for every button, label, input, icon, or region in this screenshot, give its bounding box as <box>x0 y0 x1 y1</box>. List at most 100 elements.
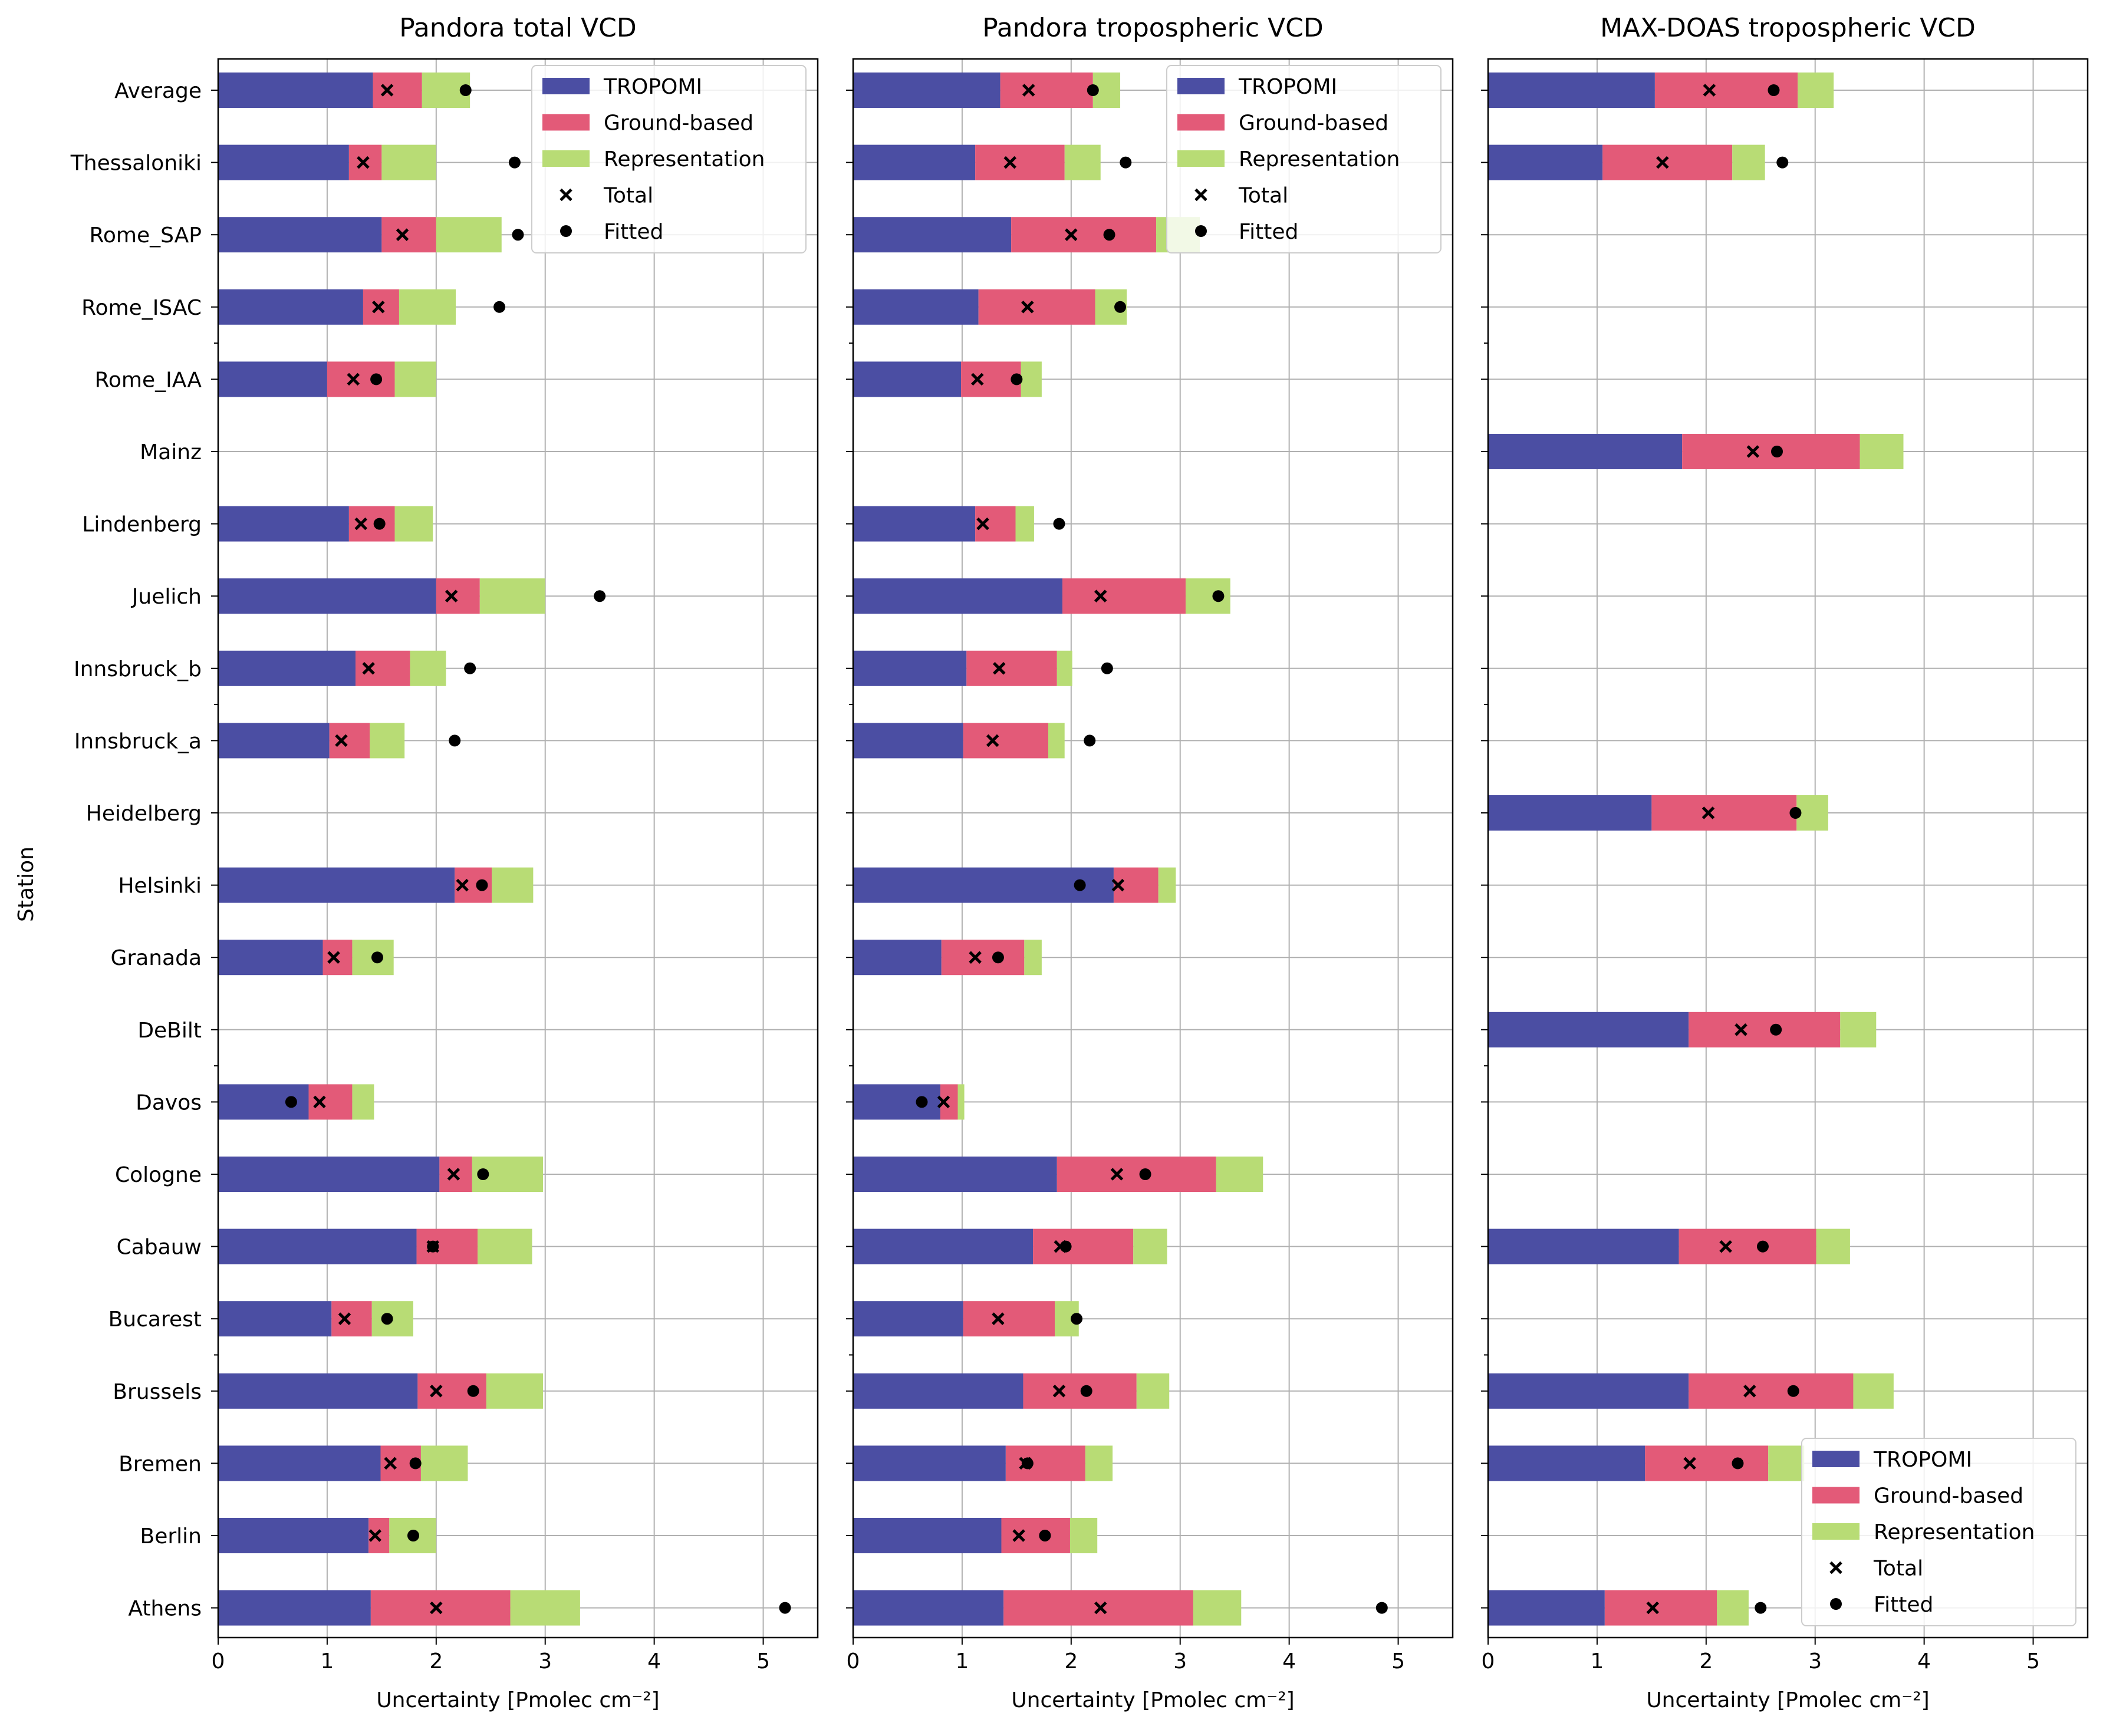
bar-ground-based <box>963 723 1048 759</box>
y-tick-label: Rome_ISAC <box>81 296 202 320</box>
marker-total <box>1746 445 1760 458</box>
y-tick-label: Juelich <box>131 585 202 609</box>
bar-tropomi <box>218 217 382 253</box>
marker-fitted <box>1776 156 1789 169</box>
legend-label: Ground-based <box>1874 1484 2023 1508</box>
marker-fitted <box>409 1457 422 1470</box>
bar-ground-based <box>1602 144 1733 180</box>
bar-representation <box>1840 1012 1877 1047</box>
marker-total <box>354 517 367 531</box>
bar-representation <box>399 289 456 325</box>
y-tick-label: Rome_SAP <box>90 223 202 248</box>
marker-fitted <box>407 1530 419 1541</box>
marker-total <box>1703 84 1716 97</box>
marker-fitted <box>1770 1023 1782 1036</box>
marker-total <box>396 228 409 241</box>
y-tick-label: Brussels <box>113 1380 202 1404</box>
marker-fitted <box>512 229 524 241</box>
bar-tropomi <box>1488 1012 1689 1047</box>
bar-ground-based <box>373 73 422 108</box>
bar-ground-based <box>1604 1590 1717 1626</box>
bar-representation <box>1717 1590 1749 1626</box>
marker-total <box>1021 301 1034 314</box>
legend-frame <box>531 65 807 253</box>
y-tick-label: Cabauw <box>117 1236 202 1260</box>
marker-total <box>372 301 385 314</box>
marker-fitted <box>381 1313 393 1325</box>
marker-fitted <box>477 1168 489 1180</box>
bar-tropomi <box>1488 1590 1605 1626</box>
x-tick-label: 0 <box>212 1649 225 1674</box>
marker-fitted <box>1059 1240 1072 1253</box>
bar-tropomi <box>1488 434 1683 469</box>
marker-total <box>976 517 989 531</box>
bar-representation <box>486 1373 544 1409</box>
legend-label: Ground-based <box>604 111 753 136</box>
legend-label: Representation <box>1874 1520 2035 1544</box>
bar-tropomi <box>218 1228 417 1264</box>
marker-fitted <box>1789 807 1802 819</box>
bar-tropomi <box>853 1228 1034 1264</box>
marker-total <box>430 1601 443 1615</box>
y-tick-label: Athens <box>128 1597 202 1621</box>
x-axis-label: Uncertainty [Pmolec cm⁻²] <box>1011 1688 1294 1712</box>
bar-tropomi <box>853 289 979 325</box>
y-tick-label: Bucarest <box>108 1307 202 1332</box>
bar-ground-based <box>329 723 370 759</box>
bar-representation <box>1796 795 1828 831</box>
bar-tropomi <box>218 723 330 759</box>
panel-title: MAX-DOAS tropospheric VCD <box>1600 13 1976 43</box>
bar-ground-based <box>966 650 1057 686</box>
marker-total <box>1012 1529 1025 1542</box>
bar-ground-based <box>1011 217 1157 253</box>
marker-total <box>368 1529 382 1542</box>
legend-swatch <box>542 150 590 167</box>
bar-tropomi <box>1488 1373 1689 1409</box>
legend-swatch <box>1177 150 1225 167</box>
bar-tropomi <box>853 144 976 180</box>
x-tick-label: 4 <box>1917 1649 1931 1674</box>
bar-ground-based <box>1651 795 1797 831</box>
bar-tropomi <box>218 1445 381 1481</box>
marker-total <box>1646 1601 1659 1615</box>
bar-ground-based <box>1679 1228 1816 1264</box>
marker-total <box>971 373 984 386</box>
bar-representation <box>1064 144 1101 180</box>
y-tick-label: Heidelberg <box>86 802 202 826</box>
marker-fitted <box>1021 1457 1034 1470</box>
bar-ground-based <box>436 578 480 614</box>
marker-fitted <box>1101 662 1113 674</box>
bar-tropomi <box>218 1157 440 1192</box>
marker-fitted <box>1074 879 1086 891</box>
bar-representation <box>352 1084 374 1120</box>
panel-title: Pandora tropospheric VCD <box>982 13 1323 43</box>
bar-representation <box>510 1590 580 1626</box>
bar-ground-based <box>363 289 399 325</box>
legend-label: Total <box>603 184 653 208</box>
marker-fitted <box>449 734 461 747</box>
marker-total <box>1022 84 1035 97</box>
y-tick-label: Berlin <box>140 1524 202 1549</box>
x-tick-label: 4 <box>647 1649 661 1674</box>
marker-total <box>992 1312 1005 1325</box>
marker-fitted <box>493 301 506 313</box>
x-tick-label: 0 <box>847 1649 860 1674</box>
legend-frame <box>1801 1438 2076 1626</box>
bar-tropomi <box>853 217 1012 253</box>
marker-fitted <box>459 84 472 96</box>
bar-ground-based <box>941 940 1025 976</box>
bar-ground-based <box>975 144 1065 180</box>
marker-fitted <box>1071 1313 1083 1325</box>
marker-fitted <box>285 1096 297 1108</box>
legend-label: Fitted <box>1874 1593 1933 1617</box>
bar-representation <box>1768 1445 1805 1481</box>
bar-representation <box>478 1228 532 1264</box>
marker-fitted <box>1756 1240 1769 1253</box>
marker-fitted <box>1755 1602 1767 1614</box>
legend: TROPOMI Ground-based Representation Total Fi… <box>1166 65 1442 253</box>
bar-ground-based <box>1062 578 1186 614</box>
bar-representation <box>1069 1518 1098 1553</box>
legend-label: Representation <box>1239 147 1400 172</box>
bar-representation <box>1798 73 1834 108</box>
